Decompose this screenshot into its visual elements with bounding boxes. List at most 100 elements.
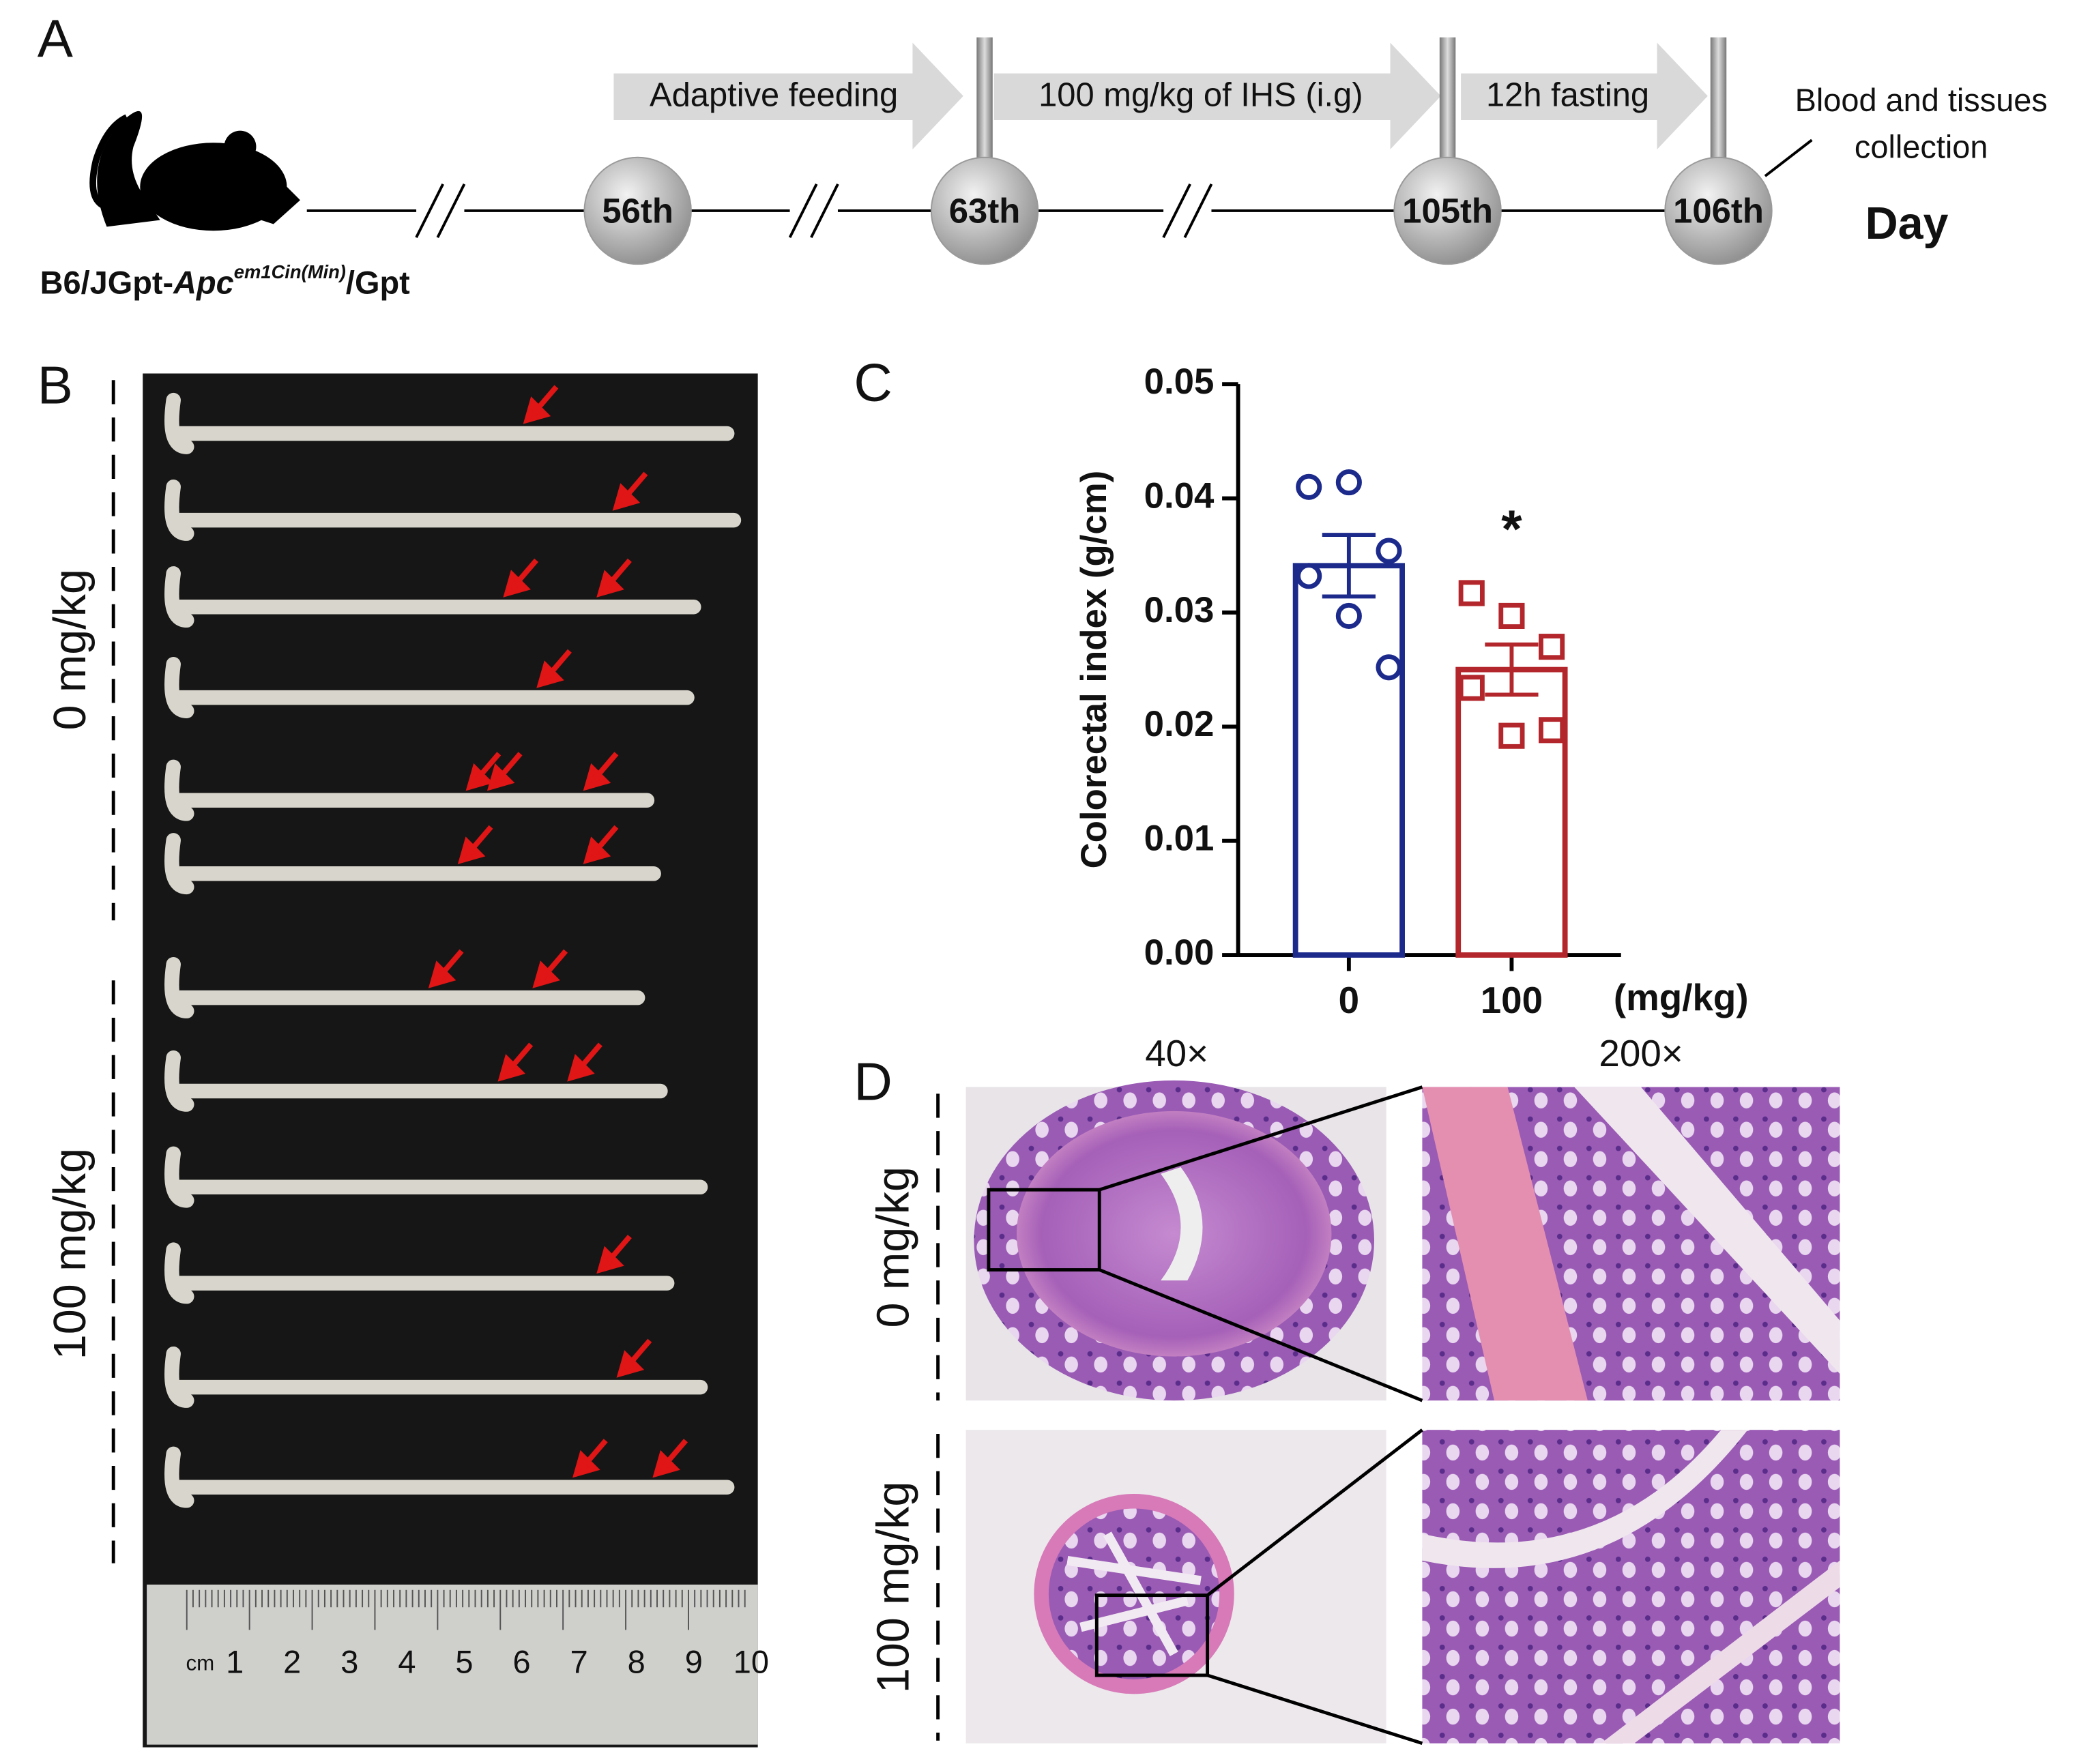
tumor-arrow (616, 1338, 652, 1378)
tumor-arrow (567, 1042, 602, 1082)
decoration (1422, 1430, 1840, 1744)
panel-label: A (38, 8, 74, 68)
colon (164, 1146, 708, 1208)
colon (164, 392, 735, 454)
axis-break (1163, 186, 1212, 235)
data-point (1498, 602, 1525, 630)
day-node (1664, 156, 1773, 265)
decoration (1016, 1111, 1332, 1357)
tumor-arrow (486, 752, 523, 791)
panel-label: C (854, 353, 892, 413)
ruler-label: 5 (455, 1645, 473, 1680)
data-point (1335, 602, 1362, 630)
axis-break (789, 186, 838, 235)
decoration (224, 130, 257, 163)
axis-break (810, 183, 839, 238)
tumor-arrow (428, 949, 464, 988)
colon (164, 833, 661, 895)
tumor-arrow (497, 1042, 534, 1082)
decoration (1094, 1593, 1210, 1677)
strain-label: B6/JGpt-Apcem1Cin(Min)/Gpt (40, 261, 410, 301)
step-label: Adaptive feeding (650, 77, 898, 114)
colon (164, 657, 695, 718)
y-axis-title: Colorectal index (g/cm) (1074, 471, 1114, 869)
significance-mark: * (1501, 499, 1522, 559)
decoration (1422, 1430, 1748, 1568)
decoration (1161, 1166, 1203, 1281)
axis-break (436, 183, 466, 238)
day-label: Day (1865, 199, 1949, 249)
step-arrow (613, 42, 963, 150)
y-tick-label: 0.02 (1144, 704, 1215, 744)
colon (164, 1346, 708, 1408)
colon (164, 479, 742, 541)
ruler-label: 4 (398, 1645, 416, 1680)
pin (1439, 37, 1456, 164)
y-tick-label: 0.01 (1144, 819, 1215, 859)
ruler-label: 10 (733, 1645, 769, 1680)
ruler-label: 1 (226, 1645, 244, 1680)
ruler-label: cm (186, 1651, 214, 1675)
day-node (583, 156, 692, 265)
day-text: 105th (1402, 191, 1493, 230)
decoration (89, 114, 146, 211)
data-point (1498, 722, 1525, 749)
x-tick-label: 100 (1481, 979, 1543, 1021)
tumor-arrow (612, 471, 648, 511)
data-point (1296, 473, 1322, 500)
data-point (1539, 634, 1565, 660)
y-tick-label: 0.04 (1144, 475, 1215, 516)
ruler-scale: cm 1 2 3 4 5 6 7 8 9 10 (186, 1589, 769, 1680)
group-label: 100 mg/kg (869, 1482, 919, 1693)
tumor-arrow (596, 1235, 632, 1274)
decoration (987, 1188, 1101, 1271)
mouse-icon (89, 111, 300, 231)
axis-break (415, 183, 444, 238)
day-text: 56th (602, 191, 673, 230)
step-arrow (993, 42, 1441, 150)
tumor-arrow (532, 949, 568, 988)
decoration (1206, 1673, 1423, 1746)
day-text: 106th (1673, 191, 1764, 230)
error-bar (1322, 533, 1376, 599)
day-node (1393, 156, 1502, 265)
data-point (1539, 717, 1565, 744)
day-text: 63th (949, 191, 1021, 230)
photo-background (143, 373, 758, 1748)
tumor-arrow (583, 825, 619, 864)
end-note: collection (1855, 129, 1988, 164)
bar-chart: 0.00 0.01 0.02 0.03 0.04 0.05 0 100 (mg/kg) * (1144, 362, 1749, 1021)
y-tick-label: 0.05 (1144, 362, 1215, 402)
data-point (1376, 538, 1402, 564)
pin (1710, 37, 1727, 164)
tumor-arrow (503, 558, 539, 598)
tumor-arrow (457, 825, 493, 864)
data-point (1458, 580, 1485, 606)
decoration (1206, 1428, 1423, 1597)
decoration (1099, 1085, 1423, 1192)
tumor-arrow (596, 558, 632, 598)
panel-label: D (854, 1051, 892, 1111)
axis-break (788, 183, 818, 238)
pin (976, 37, 993, 164)
ruler-label: 2 (283, 1645, 301, 1680)
tumor-arrow (465, 752, 502, 791)
axis-break (416, 186, 465, 235)
ruler-label: 8 (628, 1645, 645, 1680)
step-label: 12h fasting (1486, 77, 1649, 114)
data-point (1458, 675, 1485, 701)
decoration (1574, 1087, 1840, 1375)
bar (1455, 666, 1568, 958)
leader-line (1764, 138, 1813, 177)
magnification-label: 40× (1145, 1032, 1208, 1074)
group-label: 0 mg/kg (869, 1166, 919, 1327)
axis-break (1183, 183, 1213, 238)
step-arrow (1461, 42, 1708, 150)
ruler-label: 7 (570, 1645, 588, 1680)
tumor-arrow (523, 385, 559, 424)
colon (164, 1050, 668, 1112)
tumor-arrow (652, 1439, 688, 1478)
histology-images (965, 1080, 1840, 1746)
